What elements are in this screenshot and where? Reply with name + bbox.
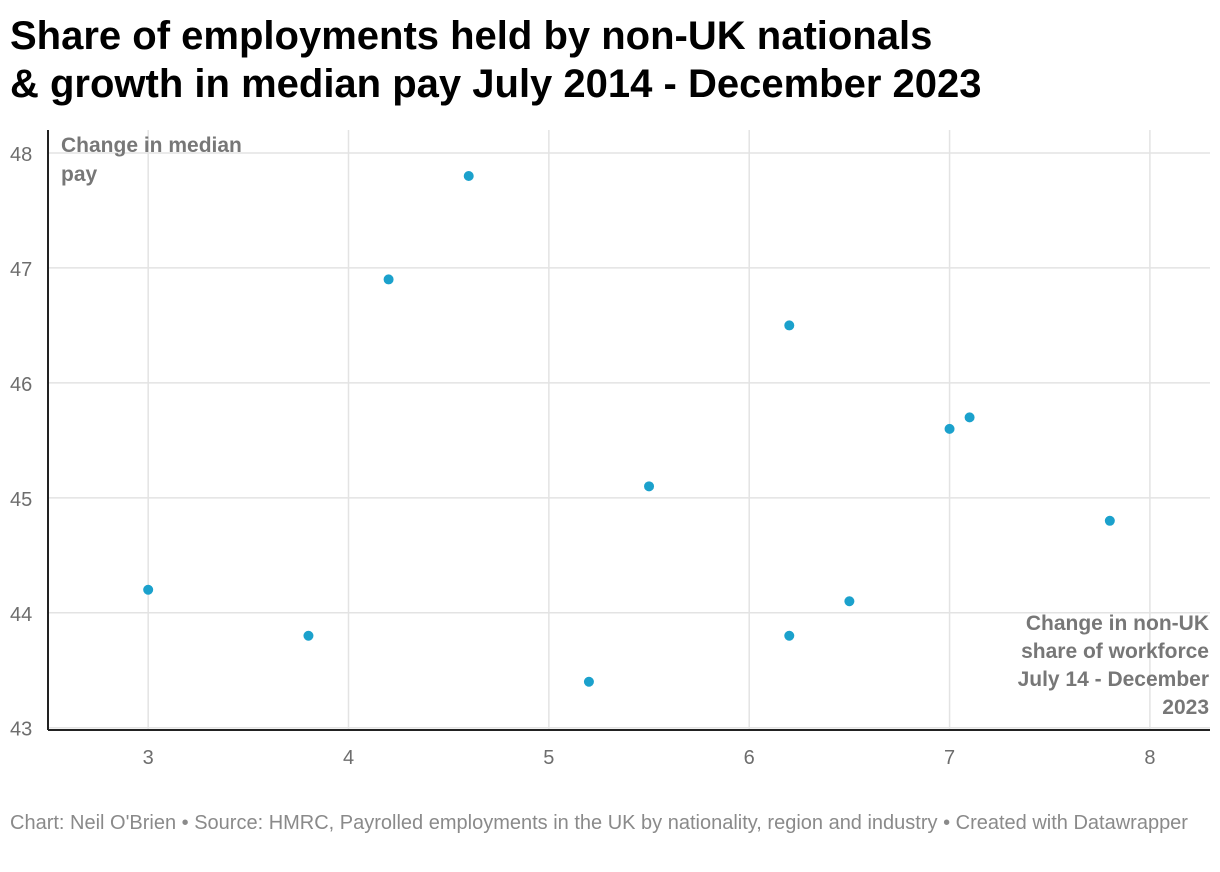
data-point bbox=[583, 676, 594, 687]
y-tick-label: 45 bbox=[10, 489, 32, 511]
y-tick-label: 48 bbox=[10, 144, 32, 166]
grid-lines bbox=[48, 130, 1210, 730]
data-point bbox=[644, 481, 655, 492]
chart-title: Share of employments held by non-UK nati… bbox=[10, 12, 1190, 108]
x-tick-label: 5 bbox=[543, 747, 554, 769]
chart-footer: Chart: Neil O'Brien • Source: HMRC, Payr… bbox=[10, 812, 1188, 834]
x-axis-label: share of workforce bbox=[1021, 640, 1209, 663]
chart-title-line-1: Share of employments held by non-UK nati… bbox=[10, 14, 933, 58]
chart-title-line-2: & growth in median pay July 2014 - Decem… bbox=[10, 62, 982, 106]
data-point bbox=[784, 630, 795, 641]
y-tick-label: 43 bbox=[10, 719, 32, 741]
data-point bbox=[784, 320, 795, 331]
x-tick-label: 3 bbox=[143, 747, 154, 769]
y-tick-label: 44 bbox=[10, 604, 32, 626]
y-axis-label: Change in median bbox=[61, 134, 242, 157]
data-point bbox=[463, 170, 474, 181]
x-axis-label: July 14 - December bbox=[1018, 668, 1209, 691]
data-point bbox=[964, 412, 975, 423]
data-point bbox=[1104, 515, 1115, 526]
y-tick-label: 46 bbox=[10, 374, 32, 396]
x-tick-label: 6 bbox=[744, 747, 755, 769]
axis-annotations: Change in median pay Change in non-UK share… bbox=[61, 134, 1209, 719]
y-tick-label: 47 bbox=[10, 259, 32, 281]
data-point bbox=[383, 274, 394, 285]
data-point bbox=[143, 584, 154, 595]
x-tick-label: 8 bbox=[1144, 747, 1155, 769]
axes bbox=[47, 130, 1210, 731]
x-tick-label: 7 bbox=[944, 747, 955, 769]
data-point bbox=[303, 630, 314, 641]
data-point bbox=[844, 596, 855, 607]
data-points bbox=[143, 170, 1115, 687]
x-tick-label: 4 bbox=[343, 747, 354, 769]
x-axis-label: Change in non-UK bbox=[1026, 612, 1209, 635]
y-axis-label: pay bbox=[61, 163, 98, 186]
data-point bbox=[944, 423, 955, 434]
x-axis-label: 2023 bbox=[1162, 696, 1209, 719]
